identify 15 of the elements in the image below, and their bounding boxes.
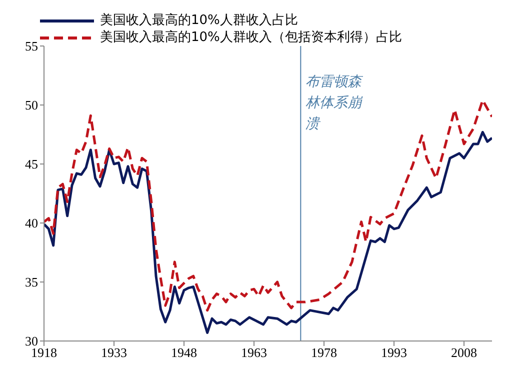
x-tick-label: 1963 — [241, 345, 267, 360]
legend-label: 美国收入最高的10%人群收入（包括资本利得）占比 — [100, 29, 402, 46]
x-tick-label: 1993 — [381, 345, 407, 360]
legend-label: 美国收入最高的10%人群收入占比 — [100, 12, 298, 29]
x-tick-label: 1948 — [171, 345, 197, 360]
y-tick-label: 45 — [25, 156, 38, 172]
x-tick-label: 1933 — [101, 345, 127, 360]
y-tick-label: 40 — [25, 216, 38, 231]
y-tick-label: 35 — [25, 274, 38, 290]
ref-line-label: 布雷顿森林体系崩溃 — [306, 74, 364, 132]
y-tick-label: 50 — [25, 98, 38, 113]
x-tick-label: 2008 — [451, 345, 477, 360]
y-tick-label: 55 — [25, 38, 38, 54]
x-tick-label: 1978 — [311, 345, 337, 360]
line-series — [44, 130, 492, 334]
